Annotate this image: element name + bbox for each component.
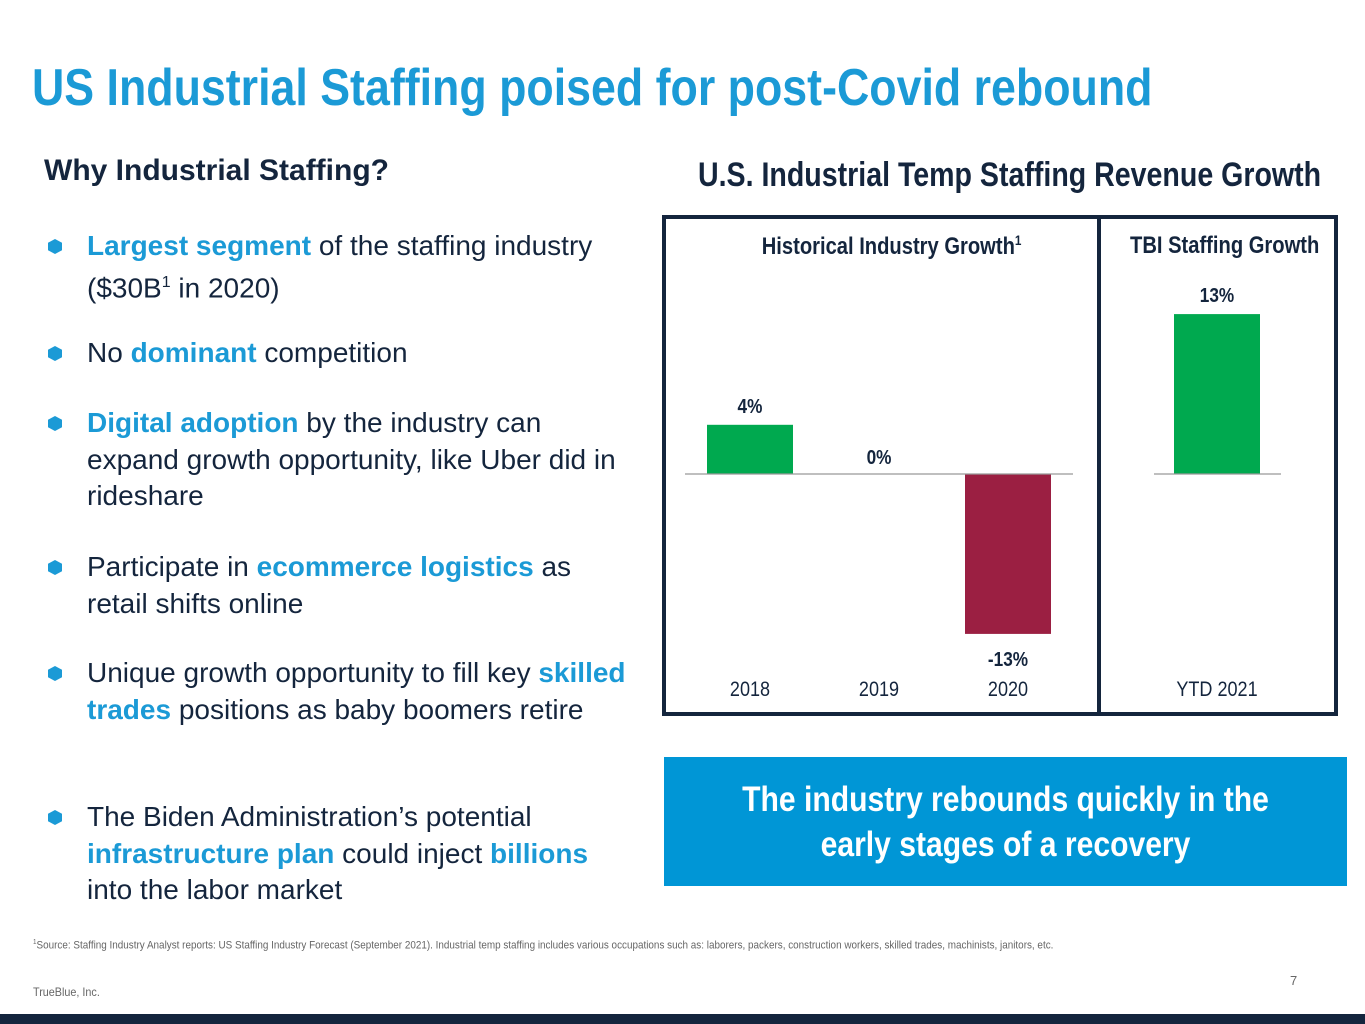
hexagon-bullet-icon xyxy=(48,810,62,825)
bullet-item: Largest segment of the staffing industry… xyxy=(44,228,634,306)
panel-subtitle-historical: Historical Industry Growth1 xyxy=(761,232,1022,260)
bullet-text: in 2020) xyxy=(170,271,280,303)
highlight-text: ecommerce logistics xyxy=(256,551,534,582)
bullet-item: Unique growth opportunity to fill key sk… xyxy=(44,655,634,728)
bullet-item: No dominant competition xyxy=(44,335,634,372)
bullet-text: positions as baby boomers retire xyxy=(171,693,584,725)
chart-frame xyxy=(662,215,1338,716)
bullet-text: as retail shifts online xyxy=(87,551,572,619)
bullet-text: The Biden Administration’s potential xyxy=(87,801,532,832)
slide-title: US Industrial Staffing poised for post-C… xyxy=(32,59,1153,117)
footer-bar xyxy=(0,1014,1365,1024)
bullet-text: could inject xyxy=(334,837,491,869)
bullet-text: No xyxy=(87,337,131,368)
highlight-text: billions xyxy=(490,837,589,869)
page-number: 7 xyxy=(1290,973,1298,988)
chart-divider xyxy=(1097,215,1101,716)
highlight-text: infrastructure plan xyxy=(87,837,335,869)
bullet-text: of the staffing industry ($30B xyxy=(87,230,593,303)
footnote: 1Source: Staffing Industry Analyst repor… xyxy=(33,939,1054,952)
callout-box: The industry rebounds quickly in the ear… xyxy=(664,757,1347,886)
hexagon-bullet-icon xyxy=(48,416,62,431)
bullet-text: Unique growth opportunity to fill key xyxy=(87,657,539,688)
chart-title: U.S. Industrial Temp Staffing Revenue Gr… xyxy=(698,156,1322,194)
company-name: TrueBlue, Inc. xyxy=(33,985,100,999)
hexagon-bullet-icon xyxy=(48,239,62,254)
bullet-text: by the industry can expand growth opport… xyxy=(87,407,616,511)
highlight-text: skilled trades xyxy=(87,657,626,725)
bullet-item: Digital adoption by the industry can exp… xyxy=(44,405,634,515)
highlight-text: Largest segment xyxy=(87,230,312,261)
bullet-item: The Biden Administration’s potential inf… xyxy=(44,799,634,909)
bullet-text: competition xyxy=(256,337,408,368)
highlight-text: Digital adoption xyxy=(87,407,299,438)
highlight-text: dominant xyxy=(130,337,257,368)
hexagon-bullet-icon xyxy=(48,346,62,361)
hexagon-bullet-icon xyxy=(48,560,62,575)
panel-subtitle-tbi: TBI Staffing Growth xyxy=(1130,232,1320,259)
bullet-text: into the labor market xyxy=(87,874,343,905)
callout-text: The industry rebounds quickly in the ear… xyxy=(742,779,1269,864)
hexagon-bullet-icon xyxy=(48,666,62,681)
bullet-item: Participate in ecommerce logistics as re… xyxy=(44,549,634,622)
left-heading: Why Industrial Staffing? xyxy=(44,154,389,187)
bullet-text: Participate in xyxy=(87,551,257,582)
bullet-text: 1 xyxy=(161,273,171,291)
